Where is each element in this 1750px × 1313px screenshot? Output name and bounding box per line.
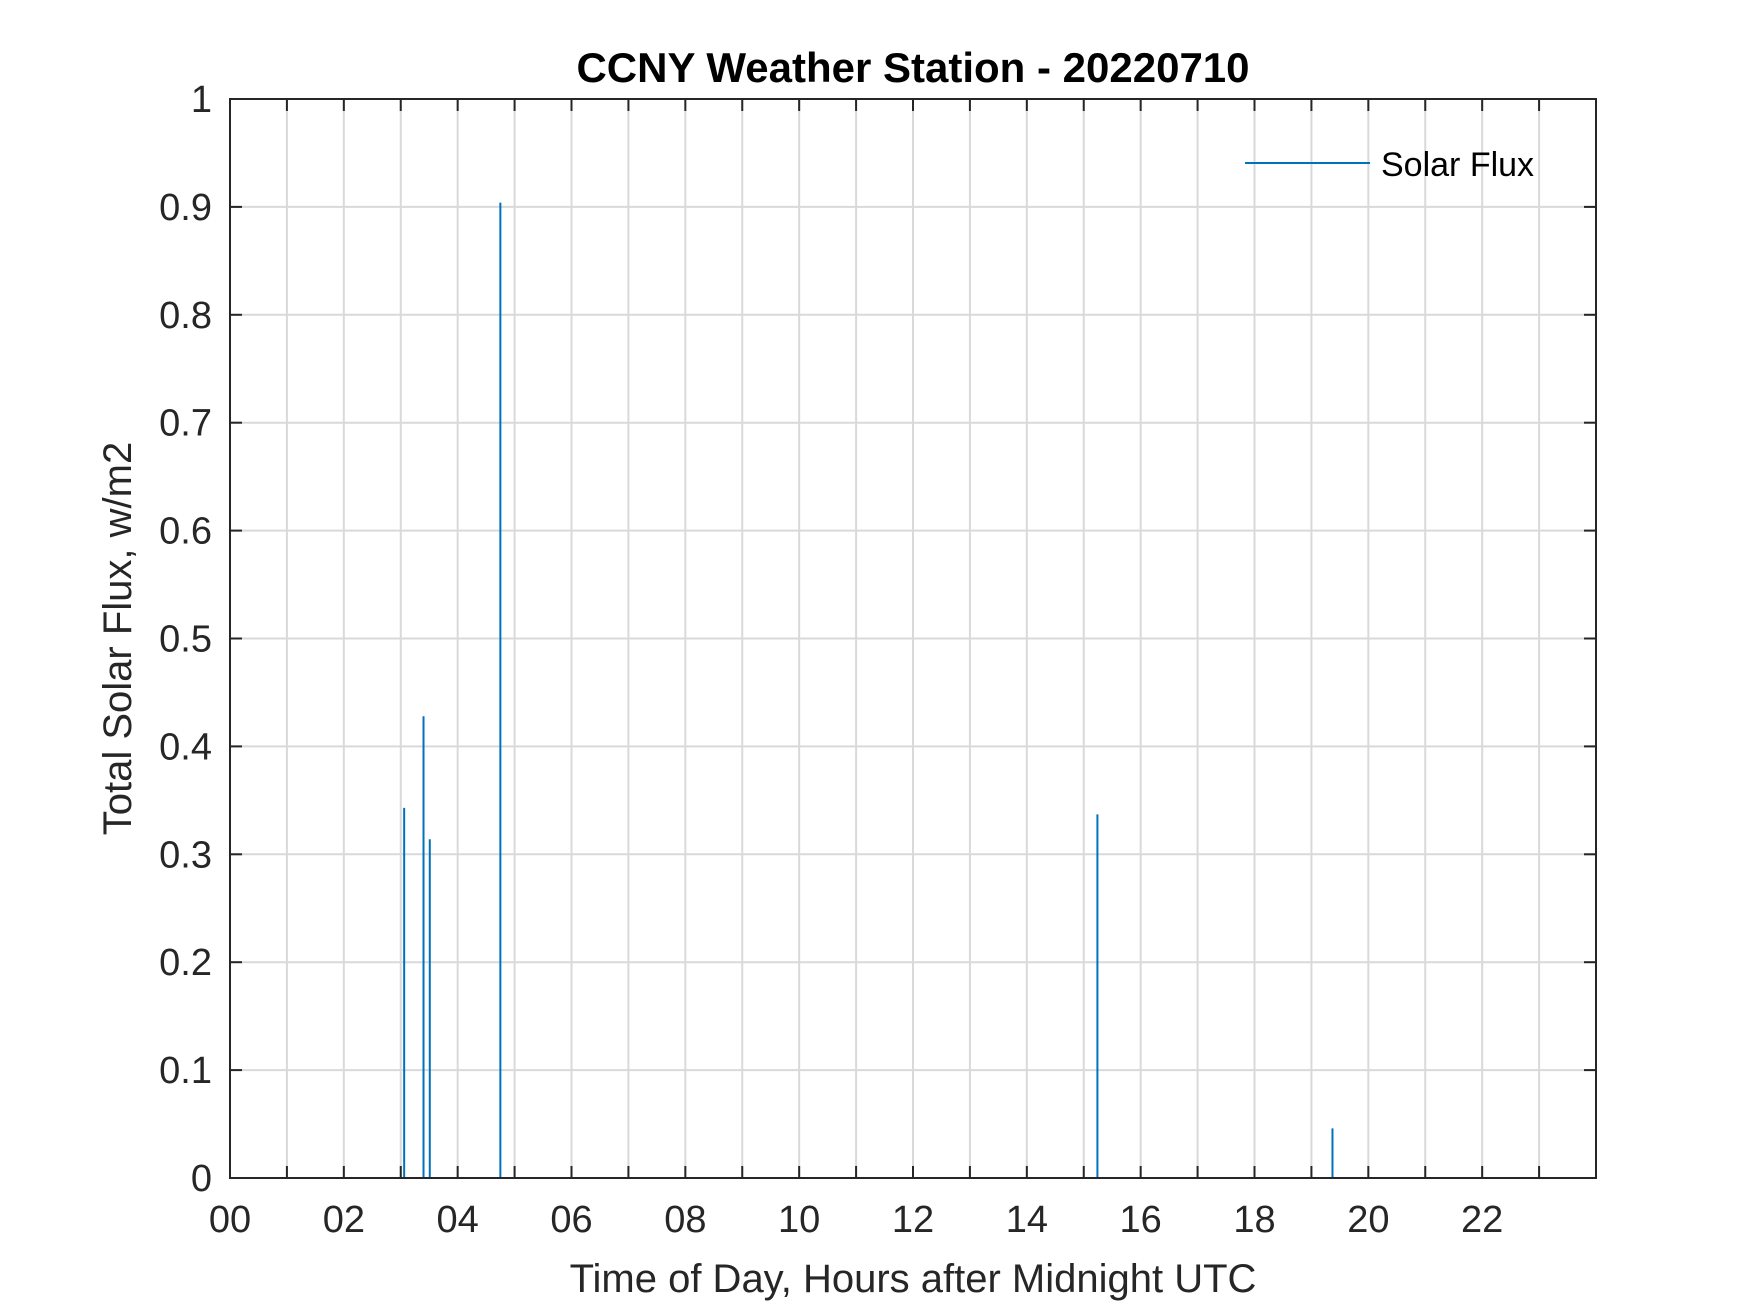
tick-label-layer: 00 02 04 06 08 10 12 14 16 18 20 22 0 0.1 0.2 0.3 0.4 0.5… xyxy=(159,79,1503,1241)
x-tick-label: 20 xyxy=(1347,1199,1389,1241)
y-tick-label: 0.2 xyxy=(159,942,212,984)
y-tick-label: 0.4 xyxy=(159,726,212,768)
legend: Solar Flux xyxy=(1245,146,1534,184)
x-tick-label: 02 xyxy=(323,1199,365,1241)
y-tick-label: 0.1 xyxy=(159,1050,212,1092)
x-tick-label: 10 xyxy=(778,1199,820,1241)
x-tick-label: 12 xyxy=(892,1199,934,1241)
y-tick-label: 0.9 xyxy=(159,187,212,229)
x-tick-label: 08 xyxy=(664,1199,706,1241)
y-tick-label: 0.5 xyxy=(159,619,212,661)
y-tick-label: 0.8 xyxy=(159,295,212,337)
y-tick-label: 0.7 xyxy=(159,403,212,445)
x-tick-label: 22 xyxy=(1461,1199,1503,1241)
y-tick-label: 1 xyxy=(191,79,212,121)
series-layer xyxy=(403,202,1334,1178)
x-tick-label: 04 xyxy=(437,1199,479,1241)
x-tick-label: 14 xyxy=(1006,1199,1048,1241)
y-tick-label: 0 xyxy=(191,1158,212,1200)
chart-title: CCNY Weather Station - 20220710 xyxy=(576,44,1249,91)
x-tick-label: 18 xyxy=(1233,1199,1275,1241)
x-tick-label: 06 xyxy=(550,1199,592,1241)
y-axis-title: Total Solar Flux, w/m2 xyxy=(96,442,140,835)
x-tick-label: 16 xyxy=(1120,1199,1162,1241)
plot-frame xyxy=(229,98,1597,1179)
y-tick-label: 0.6 xyxy=(159,511,212,553)
grid-layer xyxy=(230,99,1596,1178)
x-tick-label: 00 xyxy=(209,1199,251,1241)
legend-label: Solar Flux xyxy=(1381,146,1534,184)
y-tick-label: 0.3 xyxy=(159,834,212,876)
x-axis-title: Time of Day, Hours after Midnight UTC xyxy=(570,1257,1257,1301)
